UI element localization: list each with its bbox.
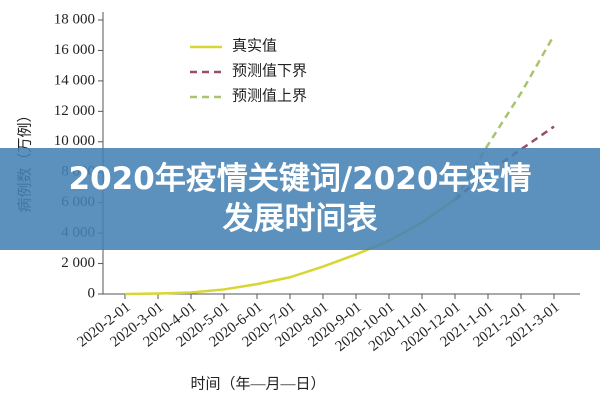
y-tick-label: 12 000: [54, 103, 95, 119]
overlay-title: 发展时间表: [222, 201, 378, 237]
x-axis-title: 时间（年—月—日）: [190, 375, 325, 392]
y-tick-label: 18 000: [54, 11, 95, 27]
y-tick-label: 0: [88, 285, 96, 301]
legend-label: 预测值上界: [232, 87, 307, 104]
overlay-title: 2020年疫情关键词/2020年疫情: [68, 161, 532, 197]
y-tick-label: 10 000: [54, 133, 95, 149]
y-tick-label: 14 000: [54, 72, 95, 88]
y-tick-label: 2 000: [61, 255, 95, 271]
y-tick-label: 16 000: [54, 42, 95, 58]
legend-label: 真实值: [232, 36, 277, 54]
overlay-banner: 2020年疫情关键词/2020年疫情 发展时间表: [0, 148, 600, 250]
legend-label: 预测值下界: [232, 62, 307, 79]
series-line: [453, 34, 556, 201]
